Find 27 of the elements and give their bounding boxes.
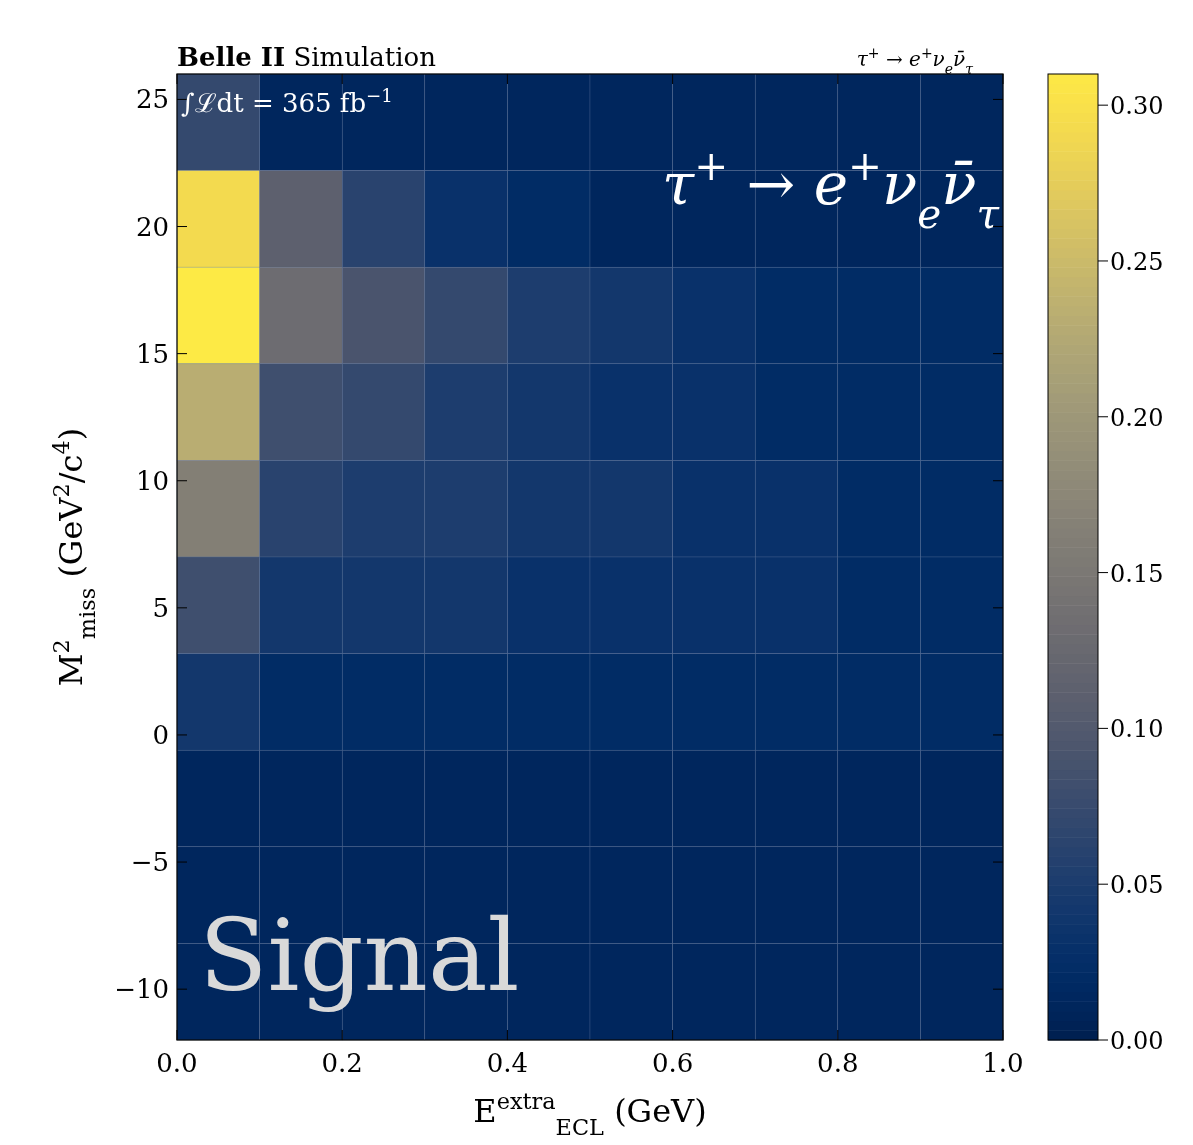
- y-tick-label: 25: [135, 84, 169, 115]
- y-tick-label: −5: [130, 847, 169, 878]
- color-bar-label: 0.05: [1110, 871, 1164, 900]
- y-tick-label: 5: [152, 592, 169, 623]
- annotation: τ$^{+}$ → e$^{+}$ν$_{e}$ν̄$_{τ}$: [662, 142, 1000, 238]
- color-bar-label: 0.20: [1110, 403, 1164, 432]
- x-tick-label: 0.8: [817, 1048, 859, 1078]
- annotation: τ$^{+}$ → e$^{+}$ν$_{e}$ν̄$_{τ}$: [856, 45, 974, 77]
- y-tick-label: 15: [135, 338, 169, 369]
- annotation: Signal: [199, 897, 520, 1014]
- x-tick-label: 0.2: [321, 1048, 363, 1078]
- y-tick-label: −10: [114, 974, 169, 1005]
- color-bar-label: 0.30: [1110, 92, 1164, 121]
- color-bar-label: 0.10: [1110, 715, 1164, 744]
- color-bar-label: 0.25: [1110, 247, 1164, 276]
- y-tick-label: 20: [135, 211, 169, 242]
- color-bar-label: 0.00: [1110, 1027, 1164, 1055]
- color-bar-label: 0.15: [1110, 559, 1164, 588]
- y-tick-label: 10: [135, 465, 169, 496]
- annotation: ∫ℒdt = 365 fb$^{−1}$: [181, 84, 393, 118]
- x-tick-label: 0.0: [156, 1048, 198, 1078]
- x-axis-title: E$^{extra}$$_{ECL}$ (GeV): [473, 1088, 707, 1140]
- chart-title: Belle II Simulation: [177, 42, 437, 72]
- y-tick-label: 0: [152, 719, 169, 750]
- x-tick-label: 0.6: [651, 1048, 694, 1078]
- x-tick-label: 1.0: [982, 1048, 1024, 1078]
- x-tick-label: 0.4: [486, 1048, 529, 1078]
